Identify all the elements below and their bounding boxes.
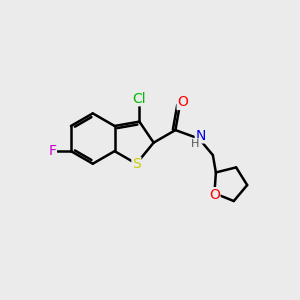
- Text: H: H: [190, 139, 199, 149]
- Text: S: S: [132, 157, 141, 171]
- Text: O: O: [209, 188, 220, 202]
- Text: F: F: [48, 144, 56, 158]
- Text: O: O: [177, 95, 188, 110]
- Text: Cl: Cl: [133, 92, 146, 106]
- Text: N: N: [195, 129, 206, 143]
